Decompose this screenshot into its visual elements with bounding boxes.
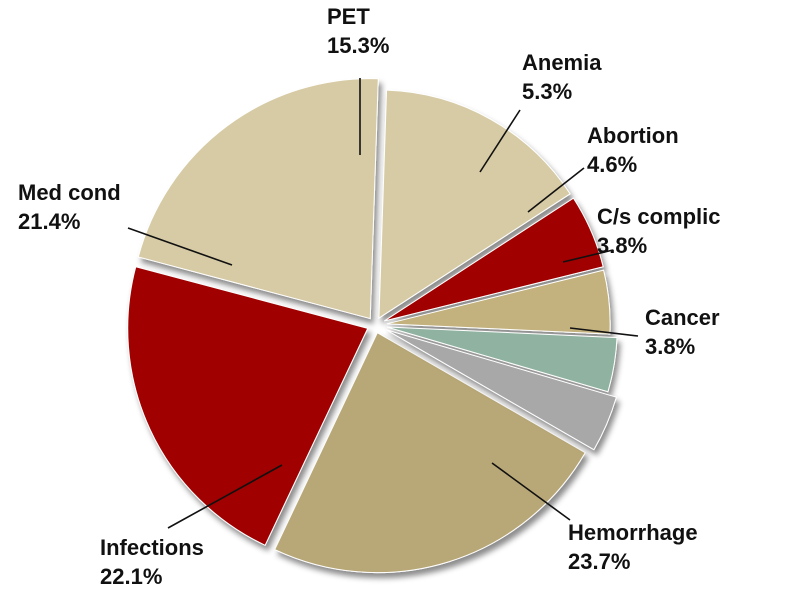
- slice-name: Anemia: [522, 50, 602, 75]
- leader-line-infections: [167, 464, 283, 529]
- slice-label-infections: Infections 22.1%: [100, 535, 204, 589]
- slice-percent: 3.8%: [597, 233, 647, 258]
- slice-label-cancer: Cancer 3.8%: [645, 305, 720, 359]
- slice-name: Med cond: [18, 180, 121, 205]
- pie-slice-cancer: [385, 329, 617, 451]
- slice-percent: 4.6%: [587, 152, 637, 177]
- slice-name: PET: [327, 4, 370, 29]
- slice-percent: 23.7%: [568, 549, 630, 574]
- slice-label-abortion: Abortion 4.6%: [587, 123, 679, 177]
- slice-percent: 5.3%: [522, 79, 572, 104]
- slice-label-pet: PET 15.3%: [327, 4, 389, 58]
- slice-percent: 3.8%: [645, 334, 695, 359]
- slice-label-anemia: Anemia 5.3%: [522, 50, 602, 104]
- slice-label-c-s-complic: C/s complic 3.8%: [597, 204, 720, 258]
- pie-slice-pet: [378, 89, 571, 319]
- slice-name: Hemorrhage: [568, 520, 698, 545]
- leader-line-hemorrhage: [491, 462, 571, 521]
- slice-label-hemorrhage: Hemorrhage 23.7%: [568, 520, 698, 574]
- slice-name: Infections: [100, 535, 204, 560]
- pie-slice-abortion: [386, 269, 611, 335]
- pie-slice-c-s-complic: [386, 326, 618, 393]
- pie-slice-infections: [127, 266, 369, 546]
- pie-slice-hemorrhage: [274, 331, 586, 574]
- slice-name: C/s complic: [597, 204, 720, 229]
- slice-name: Cancer: [645, 305, 720, 330]
- leader-line-med-cond: [127, 227, 233, 266]
- labels-layer: Hemorrhage 23.7% Infections 22.1% Med cond 21…: [18, 4, 720, 589]
- pie-slice-med-cond: [137, 78, 379, 320]
- slice-percent: 15.3%: [327, 33, 389, 58]
- slice-percent: 21.4%: [18, 209, 80, 234]
- pie-slice-anemia: [383, 197, 604, 322]
- slices-layer: [127, 78, 618, 574]
- slice-label-med-cond: Med cond 21.4%: [18, 180, 121, 234]
- slice-percent: 22.1%: [100, 564, 162, 589]
- slice-name: Abortion: [587, 123, 679, 148]
- leader-line-cancer: [569, 327, 639, 337]
- leader-line-anemia: [479, 109, 521, 173]
- leader-line-abortion: [527, 167, 585, 213]
- leader-line-c-s-complic: [562, 249, 614, 263]
